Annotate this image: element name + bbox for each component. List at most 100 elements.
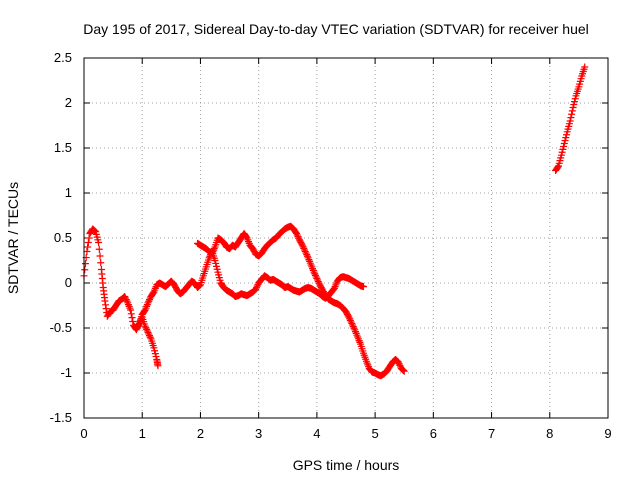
- data-point-arc-4-interp: [567, 114, 575, 122]
- data-point-arc-1: [144, 329, 152, 336]
- data-point-arc-1-interp: [81, 266, 89, 274]
- data-point-arc-3-interp: [346, 315, 354, 323]
- data-point-arc-3: [394, 358, 402, 366]
- data-point-arc-1: [141, 322, 149, 330]
- data-point-arc-3-interp: [311, 270, 319, 278]
- data-point-arc-2: [359, 283, 367, 291]
- plot-frame: [83, 57, 609, 419]
- x-tick-label: 6: [430, 426, 437, 441]
- x-tick-label: 7: [488, 426, 495, 441]
- data-point-arc-3: [293, 230, 301, 237]
- data-point-arc-1-interp: [128, 314, 136, 322]
- data-point-arc-1-interp: [127, 310, 135, 318]
- data-points: [80, 63, 589, 380]
- data-point-arc-3: [313, 275, 321, 282]
- data-point-arc-1-interp: [145, 330, 153, 338]
- data-point-arc-3-interp: [209, 248, 217, 256]
- data-point-arc-1-interp: [96, 252, 104, 260]
- data-point-arc-1-interp: [97, 259, 105, 267]
- data-point-arc-3-interp: [349, 321, 357, 329]
- data-point-arc-1-interp: [146, 332, 153, 340]
- data-point-arc-3-interp: [314, 278, 322, 286]
- data-point-arc-3: [301, 248, 309, 255]
- x-tick-label: 3: [255, 426, 262, 441]
- data-point-arc-3-interp: [293, 231, 301, 239]
- data-point-arc-3: [310, 268, 318, 276]
- data-point-arc-4: [581, 63, 589, 71]
- data-point-arc-3-interp: [349, 323, 357, 331]
- data-point-arc-1-interp: [84, 239, 92, 246]
- data-point-arc-1: [83, 248, 91, 255]
- data-point-arc-1-interp: [91, 227, 99, 235]
- data-point-arc-3-interp: [299, 243, 307, 251]
- x-tick-label: 5: [371, 426, 378, 441]
- x-tick-label: 4: [313, 426, 320, 441]
- data-point-arc-3-interp: [294, 233, 302, 241]
- data-point-arc-1-interp: [121, 294, 129, 302]
- chart-title: Day 195 of 2017, Sidereal Day-to-day VTE…: [83, 21, 589, 37]
- data-point-arc-2-interp: [195, 282, 203, 290]
- data-point-arc-1: [154, 362, 162, 370]
- y-tick-label: 1.5: [54, 140, 72, 155]
- x-tick-label: 8: [546, 426, 553, 441]
- data-point-arc-3-interp: [312, 273, 320, 281]
- data-point-arc-2-interp: [145, 297, 153, 305]
- data-point-arc-4-interp: [568, 107, 576, 115]
- y-tick-label: 0.5: [54, 230, 72, 245]
- data-point-arc-1-interp: [143, 325, 151, 333]
- data-point-arc-4: [566, 117, 574, 125]
- data-point-arc-3: [345, 313, 353, 321]
- x-tick-label: 0: [80, 426, 87, 441]
- x-tick-label: 1: [139, 426, 146, 441]
- data-point-arc-3-interp: [301, 246, 309, 254]
- data-point-arc-3-interp: [302, 249, 310, 257]
- data-point-arc-4-interp: [554, 163, 562, 171]
- data-point-arc-2-interp: [253, 282, 261, 290]
- y-tick-label: -1.5: [50, 410, 72, 425]
- data-point-arc-3: [400, 367, 408, 375]
- y-tick-label: -1: [60, 365, 72, 380]
- data-point-arc-3-interp: [347, 318, 355, 326]
- data-point-arc-3-interp: [303, 251, 311, 259]
- y-tick-label: 1: [65, 185, 72, 200]
- grid: [84, 58, 608, 418]
- y-tick-label: 2: [65, 95, 72, 110]
- data-point-arc-1-interp: [129, 317, 137, 325]
- y-tick-label: 0: [65, 275, 72, 290]
- data-point-arc-1-interp: [123, 297, 131, 305]
- y-tick-label: 2.5: [54, 50, 72, 65]
- data-point-arc-2: [252, 285, 260, 293]
- data-point-arc-1: [121, 293, 129, 300]
- data-point-arc-1-interp: [146, 333, 154, 341]
- data-point-arc-3-interp: [350, 324, 358, 332]
- data-point-arc-3: [298, 241, 306, 249]
- data-point-arc-3-interp: [346, 316, 354, 324]
- data-point-arc-3-interp: [300, 244, 308, 252]
- data-point-arc-3: [348, 320, 356, 327]
- data-point-arc-1-interp: [85, 234, 93, 242]
- data-point-arc-3-interp: [395, 360, 403, 368]
- data-point-arc-1-interp: [95, 245, 103, 253]
- data-point-arc-3-interp: [210, 246, 218, 254]
- data-point-arc-3-interp: [314, 276, 322, 284]
- data-point-arc-2-interp: [146, 296, 153, 304]
- x-axis-label: GPS time / hours: [293, 457, 400, 473]
- y-tick-label: -0.5: [50, 320, 72, 335]
- data-point-arc-1-interp: [84, 243, 92, 251]
- data-point-arc-1: [95, 239, 103, 246]
- x-tick-label: 2: [197, 426, 204, 441]
- data-point-arc-1: [127, 306, 135, 314]
- data-point-arc-1-interp: [122, 296, 130, 304]
- data-point-arc-3-interp: [210, 245, 218, 253]
- data-point-arc-1-interp: [90, 226, 98, 234]
- x-tick-label: 9: [604, 426, 611, 441]
- y-axis-label: SDTVAR / TECUs: [5, 182, 21, 294]
- data-point-arc-2-interp: [252, 284, 260, 292]
- data-point-arc-3-interp: [396, 361, 404, 369]
- data-point-arc-1-interp: [143, 327, 151, 335]
- data-point-arc-4-interp: [568, 110, 576, 118]
- data-point-arc-3-interp: [399, 367, 407, 375]
- data-point-arc-1-interp: [81, 260, 89, 268]
- data-point-arc-2: [144, 299, 152, 307]
